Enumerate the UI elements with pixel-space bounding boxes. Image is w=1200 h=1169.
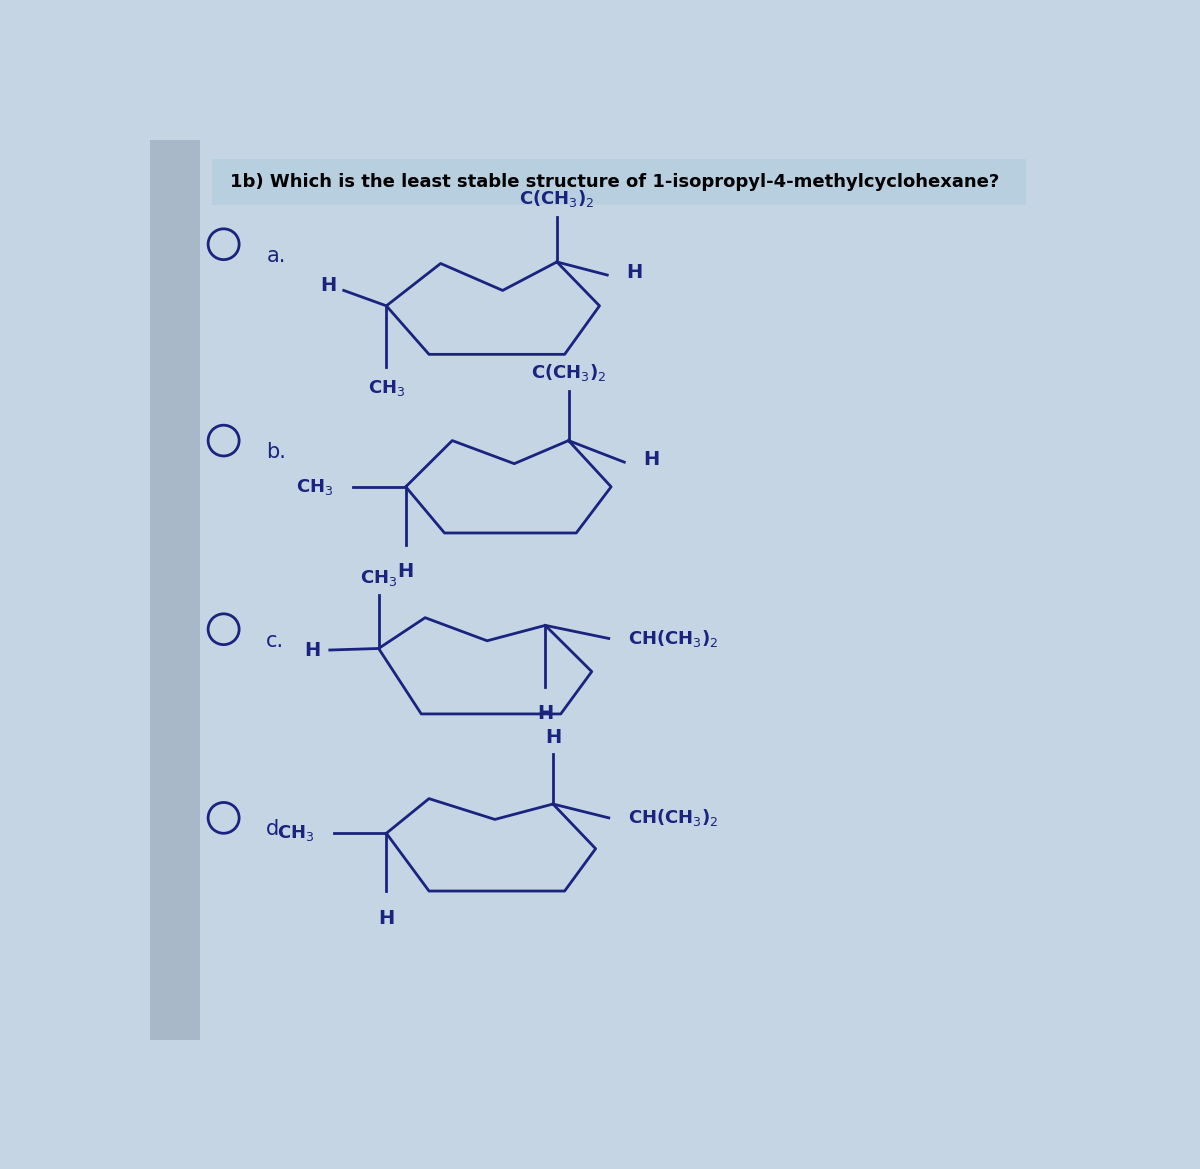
Text: CH$_3$: CH$_3$ [360,568,397,588]
Text: H: H [626,263,643,282]
Text: CH(CH$_3$)$_2$: CH(CH$_3$)$_2$ [628,808,719,829]
Text: CH$_3$: CH$_3$ [296,477,334,497]
Text: H: H [538,704,553,722]
Text: CH(CH$_3$)$_2$: CH(CH$_3$)$_2$ [628,628,719,649]
Text: H: H [378,908,395,928]
Text: CH$_3$: CH$_3$ [277,823,314,843]
Text: H: H [397,562,414,581]
Text: C(CH$_3$)$_2$: C(CH$_3$)$_2$ [530,362,606,383]
Text: a.: a. [266,245,286,265]
Text: H: H [545,727,562,747]
Text: b.: b. [266,442,286,462]
Text: H: H [320,276,336,295]
Text: H: H [305,641,320,659]
FancyBboxPatch shape [212,159,1026,205]
Text: CH$_3$: CH$_3$ [367,379,406,399]
Text: 1b) Which is the least stable structure of 1-isopropyl-4-methylcyclohexane?: 1b) Which is the least stable structure … [230,173,1000,191]
Text: c.: c. [266,631,284,651]
FancyBboxPatch shape [150,140,200,1040]
Text: H: H [643,450,660,469]
Text: C(CH$_3$)$_2$: C(CH$_3$)$_2$ [520,187,595,208]
Text: d.: d. [266,819,286,839]
